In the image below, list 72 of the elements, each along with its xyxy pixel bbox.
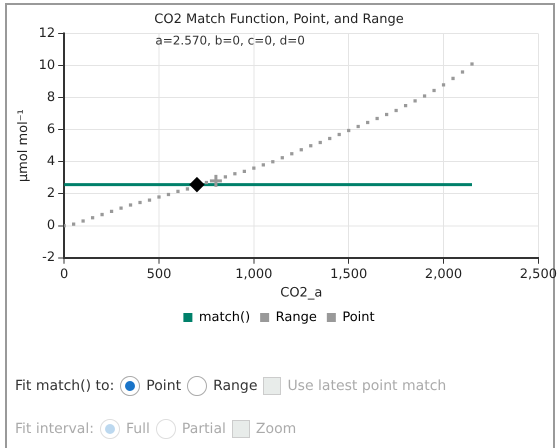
legend-label: Range	[276, 310, 317, 325]
point	[422, 94, 426, 98]
point	[204, 180, 208, 184]
x-axis-title: CO2_a	[280, 286, 322, 301]
point	[186, 187, 190, 191]
y-tick-label: 10	[38, 58, 56, 74]
y-axis-title: µmol mol⁻¹	[16, 109, 32, 182]
x-tick-label: 2,000	[424, 266, 462, 282]
point	[338, 132, 341, 136]
point	[280, 156, 284, 160]
point	[157, 195, 161, 199]
legend-label: Point	[342, 310, 375, 325]
y-tick-label: 8	[46, 90, 56, 106]
y-tick-label: 6	[46, 122, 56, 138]
point	[385, 112, 388, 116]
y-tick-label: -2	[42, 250, 56, 266]
text: Point	[146, 378, 182, 394]
point	[119, 206, 123, 210]
point	[110, 210, 114, 213]
point	[128, 203, 132, 207]
text: Full	[126, 421, 150, 437]
point	[90, 216, 94, 220]
point	[290, 152, 294, 156]
point	[271, 160, 274, 164]
x-tick-label: 1,000	[235, 266, 272, 282]
x-tick-label: 0	[60, 266, 68, 282]
point	[233, 172, 237, 176]
point	[413, 99, 417, 102]
point	[148, 198, 152, 202]
point	[376, 116, 379, 120]
point	[300, 148, 303, 152]
point	[242, 170, 246, 173]
point	[470, 62, 474, 66]
legend-label: match()	[198, 310, 250, 325]
point	[176, 190, 180, 193]
point	[460, 70, 464, 74]
chart-title: CO2 Match Function, Point, and Range	[154, 12, 404, 28]
x-tick-label: 2,500	[520, 266, 557, 282]
point	[328, 136, 332, 140]
text: Use latest point match	[287, 378, 446, 394]
point	[224, 175, 228, 179]
point	[72, 222, 76, 226]
text: Partial	[182, 421, 226, 437]
point	[432, 88, 436, 92]
text: Fit interval:	[15, 421, 94, 437]
point	[100, 212, 104, 216]
point	[166, 192, 170, 196]
text: Zoom	[256, 421, 296, 437]
annotation: a=2.570, b=0, c=0, d=0	[155, 34, 305, 48]
point	[356, 124, 360, 128]
text: Range	[213, 378, 258, 394]
point	[208, 173, 224, 188]
point	[309, 144, 312, 148]
y-tick-label: 12	[38, 26, 56, 41]
point	[394, 108, 398, 112]
point	[442, 83, 446, 86]
x-tick-label: 1,500	[330, 266, 368, 282]
point	[262, 163, 265, 167]
point	[81, 219, 85, 223]
point	[189, 177, 204, 192]
y-tick-label: 0	[46, 218, 56, 234]
point	[252, 166, 256, 170]
point	[138, 200, 142, 204]
y-tick-label: 2	[46, 186, 56, 202]
point	[318, 140, 322, 144]
text: Fit match() to:	[15, 378, 114, 394]
x-tick-label: 500	[146, 266, 172, 282]
point	[404, 104, 408, 108]
point	[347, 128, 350, 132]
point	[451, 76, 455, 80]
y-tick-label: 4	[46, 154, 56, 170]
point	[366, 120, 370, 124]
